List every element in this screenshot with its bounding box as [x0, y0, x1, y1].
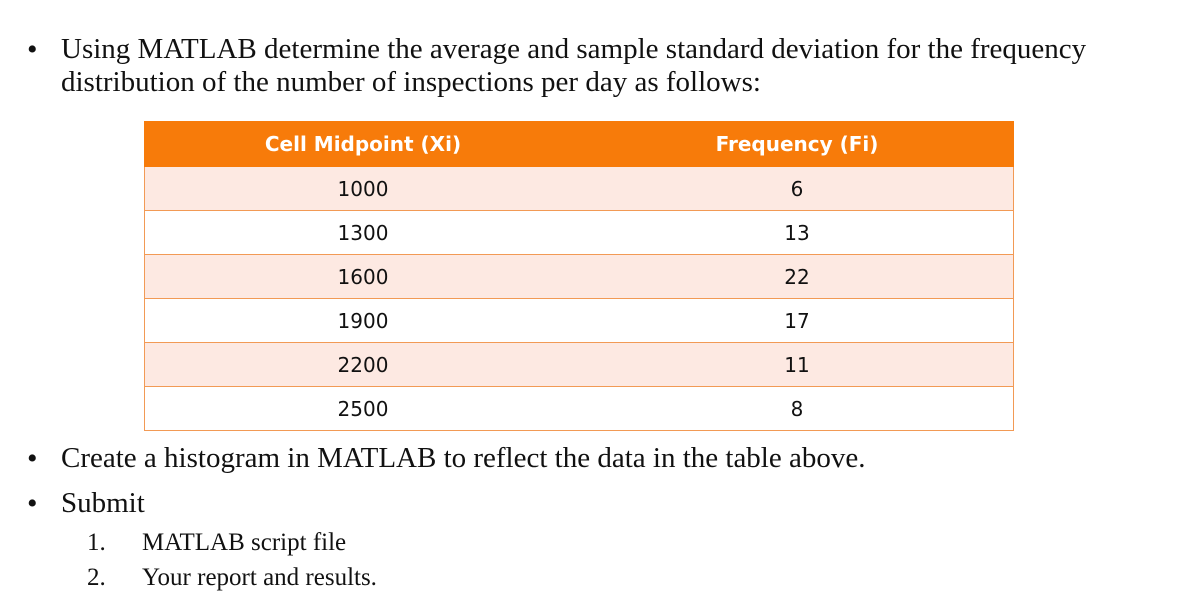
cell-midpoint: 1600 [144, 254, 581, 299]
submit-item-report: 2. Your report and results. [0, 563, 600, 595]
cell-frequency: 8 [581, 386, 1014, 431]
item-number: 2. [87, 564, 106, 591]
header-cell-midpoint: Cell Midpoint (Xi) [144, 121, 581, 167]
table-row: 1300 13 [144, 210, 1014, 255]
table-row: 2200 11 [144, 342, 1014, 387]
cell-frequency: 22 [581, 254, 1014, 299]
cell-midpoint: 2200 [144, 342, 581, 387]
cell-midpoint: 1900 [144, 298, 581, 343]
cell-frequency: 11 [581, 342, 1014, 387]
cell-midpoint: 1300 [144, 210, 581, 255]
table-row: 2500 8 [144, 386, 1014, 431]
bullet-glyph: • [27, 33, 38, 66]
submit-item-script: 1. MATLAB script file [0, 528, 600, 560]
item-number: 1. [87, 529, 106, 556]
table-header-row: Cell Midpoint (Xi) Frequency (Fi) [144, 121, 1014, 167]
intro-line-2: distribution of the number of inspection… [61, 66, 761, 98]
item-text: MATLAB script file [142, 529, 347, 556]
cell-midpoint: 2500 [144, 386, 581, 431]
cell-midpoint: 1000 [144, 166, 581, 211]
submit-text: Submit [61, 487, 145, 519]
cell-frequency: 17 [581, 298, 1014, 343]
table-row: 1600 22 [144, 254, 1014, 299]
cell-frequency: 6 [581, 166, 1014, 211]
intro-text: Using MATLAB determine the average and s… [61, 33, 1086, 99]
table-row: 1000 6 [144, 166, 1014, 211]
frequency-table: Cell Midpoint (Xi) Frequency (Fi) 1000 6… [144, 121, 1014, 431]
header-frequency: Frequency (Fi) [581, 121, 1014, 167]
bullet-glyph: • [27, 487, 38, 520]
cell-frequency: 13 [581, 210, 1014, 255]
item-text: Your report and results. [142, 564, 377, 591]
histogram-text: Create a histogram in MATLAB to reflect … [61, 442, 866, 474]
table-row: 1900 17 [144, 298, 1014, 343]
intro-line-1: Using MATLAB determine the average and s… [61, 33, 1087, 65]
bullet-glyph: • [27, 442, 38, 475]
